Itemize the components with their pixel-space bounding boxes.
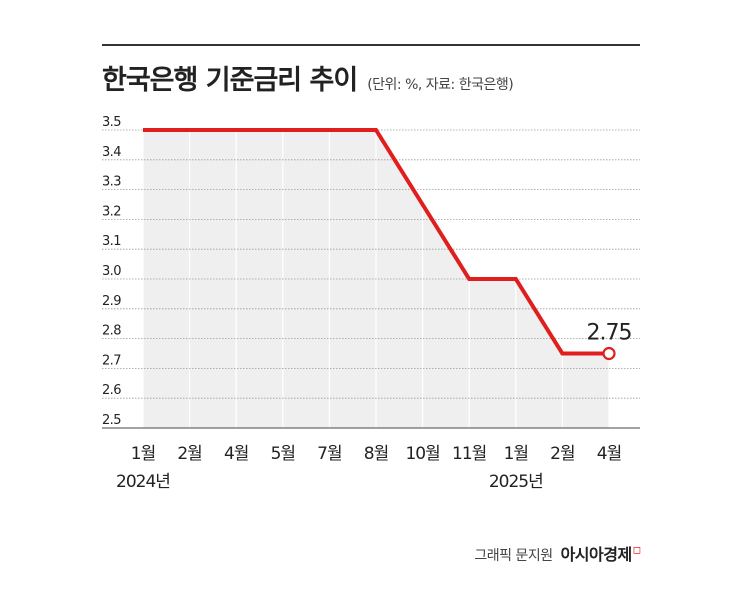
publisher-brand: 아시아경제 bbox=[560, 545, 633, 564]
series-line bbox=[143, 128, 609, 356]
credit-line: 그래픽 문지원 아시아경제 ◻ bbox=[474, 541, 641, 565]
y-tick-label: 2.7 bbox=[102, 353, 121, 368]
brand-mark-icon: ◻ bbox=[632, 545, 641, 556]
y-tick-label: 2.6 bbox=[102, 383, 121, 398]
x-tick-label: 1월 bbox=[131, 444, 155, 464]
chart-title: 한국은행 기준금리 추이 bbox=[102, 65, 358, 96]
x-tick-label: 4월 bbox=[597, 444, 621, 464]
y-tick-label: 2.5 bbox=[102, 413, 121, 428]
y-tick-label: 2.9 bbox=[102, 294, 121, 309]
x-tick-label: 2월 bbox=[177, 444, 201, 464]
data-label: 2.75 bbox=[587, 321, 632, 346]
chart-header: 한국은행 기준금리 추이 (단위: %, 자료: 한국은행) bbox=[102, 58, 514, 98]
year-label: 2025년 bbox=[489, 472, 543, 492]
data-point-marker bbox=[602, 346, 616, 361]
x-tick-label: 8월 bbox=[364, 444, 388, 464]
y-tick-label: 3.4 bbox=[102, 145, 121, 160]
y-tick-label: 3.5 bbox=[102, 115, 121, 130]
y-tick-label: 3.2 bbox=[102, 204, 121, 219]
x-tick-label: 7월 bbox=[317, 444, 341, 464]
x-tick-label: 10월 bbox=[405, 444, 439, 464]
x-tick-label: 4월 bbox=[224, 444, 248, 464]
top-rule bbox=[102, 44, 640, 46]
y-tick-label: 2.8 bbox=[102, 324, 121, 339]
y-tick-label: 3.0 bbox=[102, 264, 121, 279]
x-tick-label: 5월 bbox=[271, 444, 295, 464]
chart-subtitle: (단위: %, 자료: 한국은행) bbox=[367, 77, 514, 93]
year-label: 2024년 bbox=[116, 472, 170, 492]
y-tick-label: 3.1 bbox=[102, 234, 121, 249]
graphic-credit: 그래픽 문지원 bbox=[474, 548, 553, 564]
y-tick-label: 3.3 bbox=[102, 175, 121, 190]
x-tick-label: 1월 bbox=[504, 444, 528, 464]
x-tick-label: 2월 bbox=[550, 444, 574, 464]
x-tick-label: 11월 bbox=[452, 444, 486, 464]
